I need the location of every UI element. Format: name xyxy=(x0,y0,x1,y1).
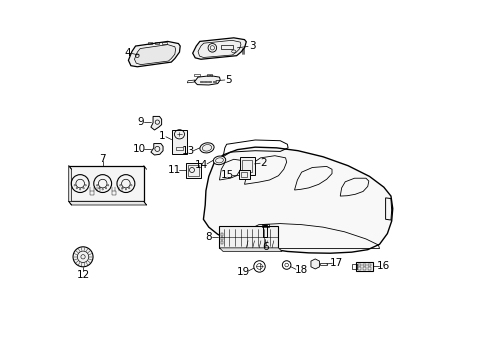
Bar xyxy=(188,165,198,176)
Bar xyxy=(90,192,94,195)
Ellipse shape xyxy=(200,143,214,153)
Text: 1: 1 xyxy=(159,131,165,141)
Bar xyxy=(363,267,366,270)
Bar xyxy=(357,264,361,266)
Bar xyxy=(200,81,203,82)
Bar xyxy=(221,233,223,236)
Polygon shape xyxy=(310,259,319,269)
Text: 10: 10 xyxy=(133,144,146,154)
Bar xyxy=(367,264,370,266)
Bar xyxy=(112,192,116,195)
Polygon shape xyxy=(151,144,163,155)
Text: 9: 9 xyxy=(137,117,144,127)
Bar xyxy=(219,226,278,248)
Polygon shape xyxy=(128,41,180,67)
Bar xyxy=(162,42,166,44)
Bar xyxy=(319,262,326,265)
Text: 18: 18 xyxy=(294,265,307,275)
Bar xyxy=(194,74,200,76)
Bar xyxy=(148,42,152,44)
Bar xyxy=(171,130,187,154)
Bar xyxy=(352,264,356,269)
Bar xyxy=(155,42,159,44)
Text: 13: 13 xyxy=(182,147,195,157)
Bar xyxy=(242,160,252,172)
Bar xyxy=(221,45,232,49)
Bar xyxy=(363,264,366,266)
Text: 14: 14 xyxy=(195,159,208,170)
Polygon shape xyxy=(151,116,162,130)
Bar xyxy=(206,74,212,76)
Bar xyxy=(238,170,249,179)
Bar xyxy=(367,267,370,270)
Bar xyxy=(185,163,201,178)
Bar xyxy=(221,237,223,240)
Text: 12: 12 xyxy=(76,270,89,280)
Polygon shape xyxy=(69,202,146,205)
Polygon shape xyxy=(69,166,71,205)
Polygon shape xyxy=(203,147,392,253)
Text: 17: 17 xyxy=(329,258,343,268)
Text: 19: 19 xyxy=(237,267,250,277)
Text: 15: 15 xyxy=(220,170,233,180)
Circle shape xyxy=(73,247,93,267)
Bar xyxy=(261,224,268,227)
Text: 5: 5 xyxy=(225,75,232,85)
Text: 8: 8 xyxy=(205,232,212,242)
Text: 6: 6 xyxy=(262,242,268,252)
Bar xyxy=(263,225,267,237)
Text: 11: 11 xyxy=(167,165,181,175)
Polygon shape xyxy=(192,38,246,59)
Bar xyxy=(240,157,254,175)
Polygon shape xyxy=(219,248,282,251)
Text: 7: 7 xyxy=(99,154,106,163)
Polygon shape xyxy=(194,76,220,85)
Ellipse shape xyxy=(213,156,225,165)
Bar xyxy=(69,166,143,202)
Polygon shape xyxy=(134,45,175,64)
Text: 2: 2 xyxy=(260,158,266,168)
Bar xyxy=(176,148,183,150)
Text: 3: 3 xyxy=(248,41,255,51)
Text: 4: 4 xyxy=(124,48,131,58)
Text: 16: 16 xyxy=(376,261,389,271)
Bar xyxy=(355,262,372,271)
Bar xyxy=(357,267,361,270)
Bar xyxy=(221,242,223,244)
Bar xyxy=(208,81,211,82)
Bar xyxy=(203,81,206,82)
Bar xyxy=(212,81,215,82)
Bar xyxy=(241,172,247,177)
